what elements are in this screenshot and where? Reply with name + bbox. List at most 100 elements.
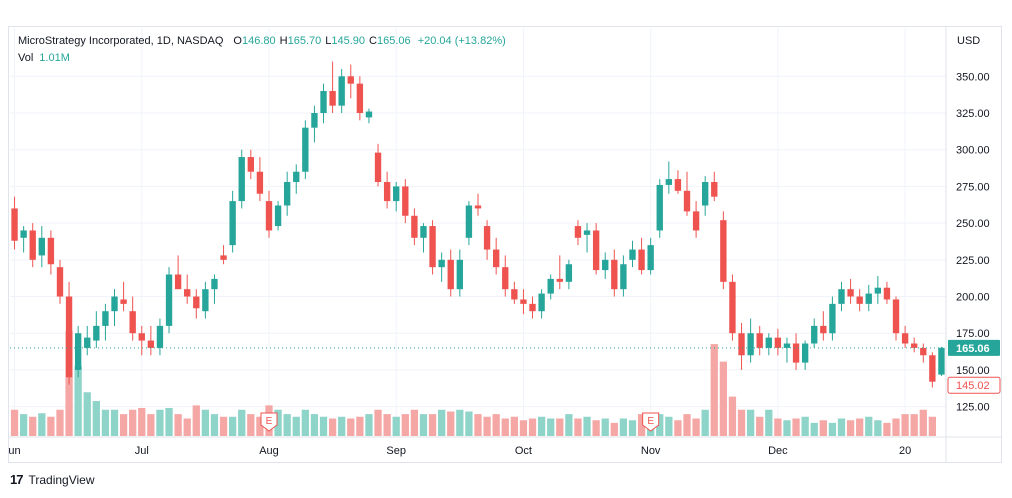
candle-body bbox=[383, 182, 391, 202]
candle-body bbox=[720, 220, 727, 282]
volume-bar bbox=[828, 422, 837, 436]
candle-body bbox=[311, 113, 318, 128]
candle-body bbox=[365, 111, 373, 118]
volume-bar bbox=[401, 414, 409, 436]
candle-body bbox=[420, 226, 427, 238]
volume-bar bbox=[83, 392, 91, 436]
candle-body bbox=[411, 215, 418, 238]
volume-bar bbox=[819, 420, 827, 436]
volume-bar bbox=[392, 416, 400, 436]
candle-body bbox=[184, 289, 191, 297]
candle-body bbox=[438, 259, 445, 268]
candle-body bbox=[856, 296, 863, 304]
earnings-marker bbox=[642, 412, 660, 432]
volume-bar bbox=[837, 418, 846, 436]
y-tick-label: 200.00 bbox=[956, 292, 990, 304]
x-tick-label: 20 bbox=[899, 445, 911, 457]
candle-body bbox=[520, 299, 527, 304]
volume-bar bbox=[238, 409, 246, 436]
candle-body bbox=[302, 127, 309, 172]
footer[interactable]: 17 TradingView bbox=[10, 472, 95, 487]
volume-bar bbox=[728, 396, 737, 436]
candle-body bbox=[829, 303, 836, 334]
x-tick-label: Sep bbox=[386, 445, 406, 457]
candle-body bbox=[538, 293, 545, 312]
volume-bar bbox=[319, 416, 328, 436]
candle-body bbox=[565, 264, 573, 282]
candle-body bbox=[801, 343, 809, 363]
volume-bar bbox=[365, 414, 373, 436]
candle-body bbox=[592, 230, 600, 271]
chart-frame bbox=[8, 26, 1002, 463]
x-tick-label: un bbox=[8, 445, 20, 457]
candle-body bbox=[211, 278, 218, 290]
volume-bar bbox=[219, 416, 228, 436]
candle-body bbox=[811, 325, 818, 344]
volume-bar bbox=[347, 418, 355, 436]
candle-body bbox=[938, 347, 945, 375]
volume-bar bbox=[710, 344, 718, 436]
candle-body bbox=[447, 259, 454, 290]
volume-bar bbox=[465, 411, 473, 436]
candle-body bbox=[656, 184, 663, 231]
volume-bar bbox=[201, 409, 210, 436]
candle-body bbox=[638, 249, 645, 271]
volume-bar bbox=[19, 414, 28, 436]
volume-bar bbox=[256, 416, 264, 436]
candle-body bbox=[84, 337, 91, 348]
volume-bar bbox=[919, 409, 927, 436]
candle-body bbox=[738, 333, 745, 356]
earnings-marker-label: E bbox=[647, 416, 654, 427]
candle-body bbox=[293, 171, 300, 183]
candle-body bbox=[138, 333, 145, 341]
low-value: 145.90 bbox=[331, 35, 366, 47]
candle-body bbox=[202, 289, 209, 312]
candle-body bbox=[102, 311, 109, 326]
volume-bar bbox=[810, 422, 818, 436]
volume-bar bbox=[701, 409, 709, 436]
volume-bar bbox=[783, 420, 791, 436]
volume-bar bbox=[447, 411, 455, 436]
volume-bar bbox=[328, 418, 337, 436]
volume-bar bbox=[147, 414, 155, 436]
volume-bar bbox=[719, 361, 727, 436]
candle-body bbox=[711, 182, 718, 197]
candle-body bbox=[511, 289, 518, 300]
volume-bar bbox=[692, 418, 700, 436]
volume-bar bbox=[928, 416, 937, 436]
volume-bar bbox=[10, 409, 19, 436]
volume-bar bbox=[765, 409, 773, 436]
volume-bar bbox=[501, 418, 509, 436]
high-value: 165.70 bbox=[287, 35, 322, 47]
volume-bar bbox=[874, 420, 882, 436]
volume-bar bbox=[292, 416, 300, 436]
candle-body bbox=[783, 343, 791, 348]
candle-body bbox=[38, 237, 45, 256]
volume-bar bbox=[528, 418, 537, 436]
volume-bar bbox=[756, 416, 764, 436]
y-tick-label: 300.00 bbox=[956, 145, 990, 157]
volume-bar bbox=[537, 416, 546, 436]
volume-bar bbox=[846, 420, 855, 436]
volume-bar bbox=[29, 416, 37, 436]
volume-bar bbox=[883, 422, 891, 436]
candle-body bbox=[683, 190, 691, 212]
candle-body bbox=[920, 347, 927, 356]
earnings-marker-label: E bbox=[266, 416, 273, 427]
volume-legend: Vol 1.01M bbox=[18, 52, 70, 64]
volume-bar bbox=[619, 418, 628, 436]
volume-bar bbox=[610, 422, 618, 436]
volume-bar bbox=[474, 414, 482, 436]
volume-bar bbox=[892, 418, 900, 436]
volume-bar bbox=[492, 414, 500, 436]
volume-bar bbox=[483, 416, 491, 436]
candle-body bbox=[174, 274, 182, 290]
candle-body bbox=[129, 311, 136, 334]
y-tick-label: 350.00 bbox=[956, 71, 990, 83]
volume-bar bbox=[110, 409, 119, 436]
last-price-label: 165.06 bbox=[956, 343, 990, 355]
volume-bar bbox=[119, 414, 128, 436]
volume-bar bbox=[665, 416, 673, 436]
candle-body bbox=[374, 152, 382, 183]
